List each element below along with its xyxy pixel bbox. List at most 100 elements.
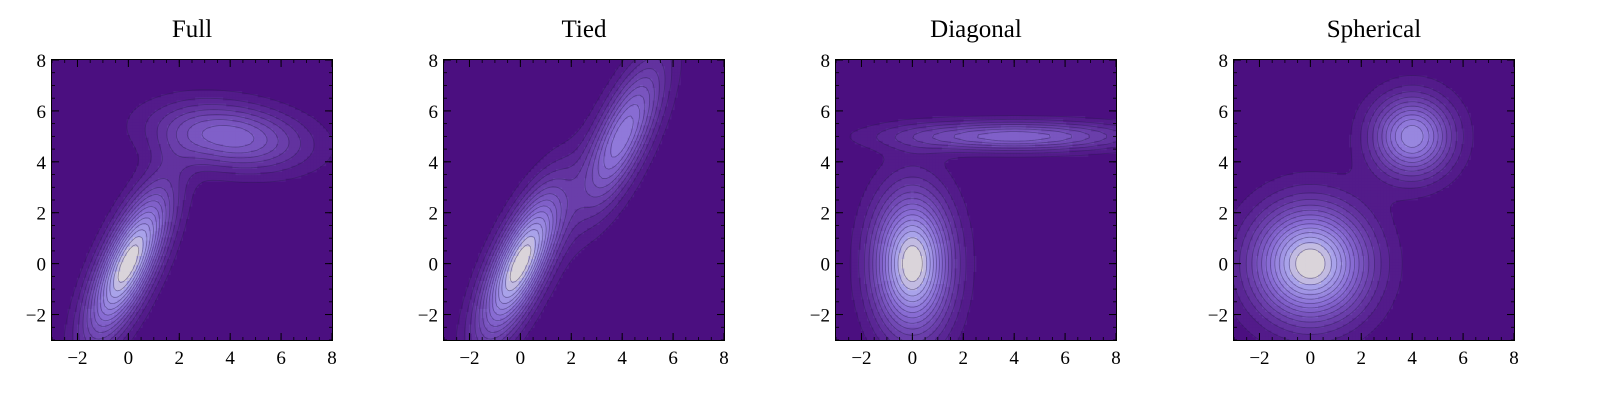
contour-line bbox=[887, 219, 937, 308]
minor-ticks bbox=[835, 59, 1117, 341]
contour-line bbox=[498, 222, 544, 304]
contour-line bbox=[864, 121, 1116, 340]
y-tick-label: 8 bbox=[429, 51, 439, 72]
y-tick-label: 8 bbox=[37, 51, 47, 72]
x-tick-label: 4 bbox=[225, 348, 235, 369]
contour-line bbox=[463, 60, 673, 340]
x-tick-label: 6 bbox=[276, 348, 286, 369]
contour-line bbox=[1283, 236, 1338, 291]
contour-line bbox=[894, 230, 931, 297]
contour-line bbox=[474, 67, 660, 340]
y-tick-label: 2 bbox=[37, 204, 47, 225]
y-tick-label: 6 bbox=[37, 102, 47, 123]
y-tick-label: 0 bbox=[429, 255, 439, 276]
contour-line bbox=[90, 119, 268, 333]
contour-line bbox=[99, 211, 157, 316]
contour-line bbox=[1251, 101, 1448, 323]
contour-line bbox=[71, 97, 315, 340]
contour-line bbox=[1278, 232, 1342, 296]
x-tick-label: 6 bbox=[1458, 348, 1468, 369]
x-tick-label: −2 bbox=[851, 348, 871, 369]
x-tick-label: 6 bbox=[668, 348, 678, 369]
contour-line bbox=[491, 115, 634, 316]
contour-line bbox=[485, 94, 646, 327]
x-tick-label: −2 bbox=[67, 348, 87, 369]
x-tick-label: −2 bbox=[459, 348, 479, 369]
plot-area bbox=[1234, 60, 1514, 340]
x-tick-label: 0 bbox=[1306, 348, 1316, 369]
contour-line bbox=[86, 114, 279, 340]
plot-frame bbox=[443, 59, 725, 341]
density-bands bbox=[851, 116, 1116, 340]
x-tick-label: 2 bbox=[175, 348, 185, 369]
y-tick-label: 6 bbox=[1219, 102, 1229, 123]
panel-full: −2 0 2 4 6 8 −2 0 2 4 6 8 Full bbox=[26, 16, 337, 369]
density-bands bbox=[64, 91, 332, 340]
x-tick-label: 2 bbox=[959, 348, 969, 369]
panel-diagonal: −2 0 2 4 6 8 −2 0 2 4 6 8 Diagonal bbox=[810, 16, 1121, 369]
x-tick-label: 0 bbox=[124, 348, 134, 369]
y-tick-label: 2 bbox=[821, 204, 831, 225]
panel-title: Spherical bbox=[1327, 16, 1421, 43]
plot-area bbox=[836, 60, 1116, 340]
contour-line bbox=[884, 214, 940, 313]
y-tick-label: 0 bbox=[821, 255, 831, 276]
x-tick-label: 8 bbox=[719, 348, 729, 369]
x-tick-label: 4 bbox=[617, 348, 627, 369]
panel-title: Full bbox=[172, 16, 212, 43]
x-tick-label: 4 bbox=[1407, 348, 1417, 369]
y-tick-label: 0 bbox=[1219, 255, 1229, 276]
contour-line bbox=[872, 126, 1090, 336]
contour-line bbox=[488, 104, 641, 322]
contour-line bbox=[1256, 105, 1443, 318]
contour-line bbox=[482, 85, 651, 333]
contour-line bbox=[849, 115, 1116, 340]
density-bands bbox=[1234, 75, 1474, 340]
contour-line bbox=[1274, 124, 1424, 300]
contour-line bbox=[109, 229, 148, 299]
x-tick-label: 2 bbox=[1357, 348, 1367, 369]
y-tick-label: 4 bbox=[821, 153, 831, 174]
contour-line bbox=[494, 217, 547, 310]
contour-line bbox=[1234, 84, 1464, 340]
contour-line bbox=[1239, 91, 1458, 335]
x-tick-label: −2 bbox=[1249, 348, 1269, 369]
plot-frame bbox=[835, 59, 1117, 341]
contour-line bbox=[858, 119, 1116, 340]
y-tick-label: 4 bbox=[1219, 153, 1229, 174]
contour-line bbox=[106, 223, 151, 305]
contour-line bbox=[96, 206, 161, 322]
contour-line bbox=[93, 125, 255, 327]
y-tick-label: 2 bbox=[1219, 204, 1229, 225]
x-tick-label: 0 bbox=[908, 348, 918, 369]
y-tick-label: 0 bbox=[37, 255, 47, 276]
contour-line bbox=[902, 245, 923, 282]
panel-title: Tied bbox=[562, 16, 607, 43]
panel-tied: −2 0 2 4 6 8 −2 0 2 4 6 8 Tied bbox=[418, 16, 729, 369]
y-tick-label: 4 bbox=[429, 153, 439, 174]
x-tick-label: 0 bbox=[516, 348, 526, 369]
plot-frame bbox=[51, 59, 333, 341]
panel-spherical: −2 0 2 4 6 8 −2 0 2 4 6 8 Spherical bbox=[1208, 16, 1519, 369]
contour-line bbox=[890, 225, 934, 303]
contour-line bbox=[63, 89, 332, 340]
contour-line bbox=[77, 104, 301, 340]
contour-line bbox=[897, 237, 928, 290]
contour-line bbox=[501, 228, 540, 298]
y-tick-label: −2 bbox=[418, 306, 438, 327]
x-tick-label: 8 bbox=[1509, 348, 1519, 369]
contour-line bbox=[478, 77, 655, 340]
contour-line bbox=[878, 131, 1051, 324]
contour-line bbox=[509, 244, 532, 283]
y-tick-label: −2 bbox=[26, 306, 46, 327]
y-tick-label: 2 bbox=[429, 204, 439, 225]
plot-area bbox=[52, 60, 332, 340]
contour-line bbox=[1265, 114, 1435, 309]
contour-line bbox=[505, 235, 536, 292]
y-tick-label: 4 bbox=[37, 153, 47, 174]
contour-line bbox=[868, 124, 1108, 340]
contour-line bbox=[117, 244, 140, 283]
contour-line bbox=[1234, 75, 1474, 340]
contour-line bbox=[1261, 109, 1439, 313]
